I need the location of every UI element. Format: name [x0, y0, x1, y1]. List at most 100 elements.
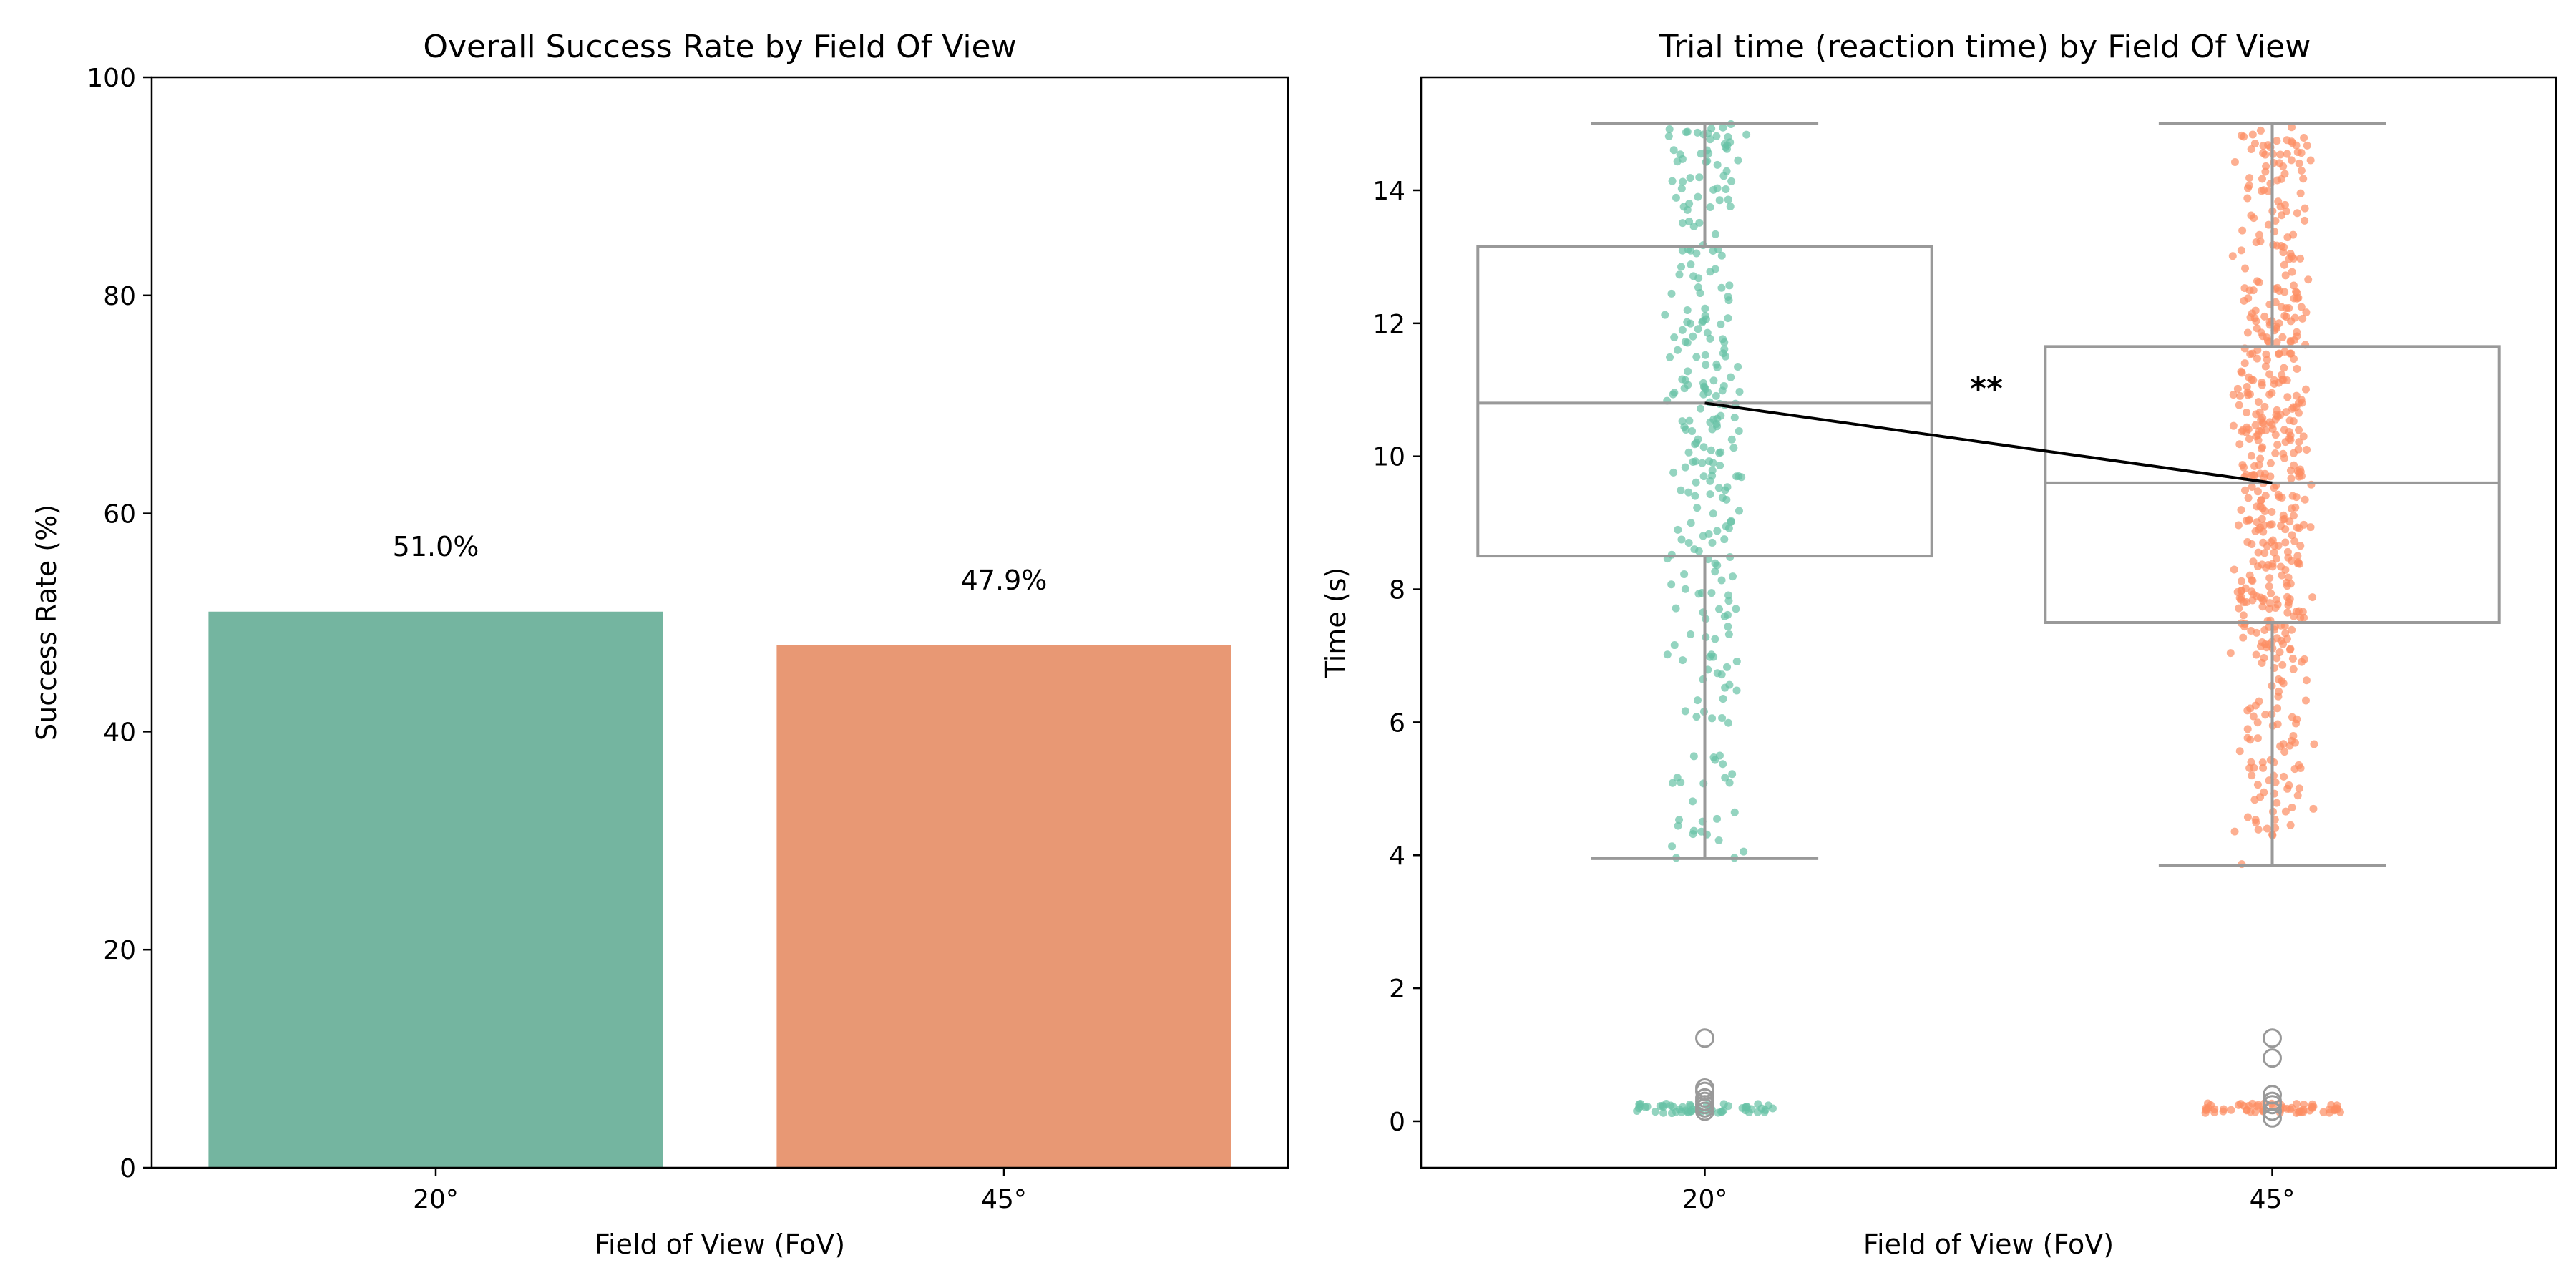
strip-point [2253, 718, 2262, 727]
strip-point [1719, 123, 1727, 132]
strip-point [2255, 426, 2264, 435]
strip-point [1689, 752, 1698, 761]
strip-point [2299, 175, 2308, 183]
strip-point [2293, 791, 2302, 800]
strip-point [1723, 483, 1732, 492]
box-plot-y-ticks: 0 2 4 6 8 10 12 14 [1372, 177, 1421, 1137]
strip-point [1678, 326, 1687, 334]
strip-point [1711, 265, 1719, 273]
strip-point [2283, 608, 2292, 617]
strip-point [1673, 774, 1682, 782]
strip-point [1730, 414, 1739, 422]
strip-point [2280, 772, 2288, 781]
strip-point [2263, 824, 2271, 833]
strip-point [2297, 395, 2306, 404]
strip-point [2261, 150, 2270, 159]
strip-point [2243, 388, 2252, 396]
strip-point [2310, 740, 2318, 748]
strip-point [2235, 401, 2243, 409]
strip-point [2254, 436, 2263, 444]
strip-point [2265, 370, 2274, 379]
strip-point [1694, 435, 1702, 444]
strip-point [2275, 159, 2284, 167]
strip-point [1687, 260, 1695, 269]
strip-point [2275, 648, 2284, 656]
strip-point [2261, 362, 2270, 371]
strip-point [2295, 438, 2303, 447]
strip-point [1711, 567, 1719, 576]
strip-point [2263, 333, 2271, 342]
strip-point [1699, 379, 1708, 387]
strip-point [2254, 398, 2263, 406]
strip-point [1679, 656, 1687, 665]
strip-point [2280, 260, 2288, 269]
strip-point [2243, 328, 2252, 337]
strip-point [1666, 353, 1674, 361]
strip-point [1729, 572, 1737, 581]
strip-point [2271, 431, 2280, 439]
strip-point [1707, 650, 1716, 659]
strip-point [1717, 251, 1726, 260]
strip-point [1706, 203, 1714, 212]
strip-point [1673, 157, 1682, 166]
strip-point [2237, 506, 2245, 514]
strip-point [2275, 687, 2283, 696]
strip-point [2296, 764, 2305, 773]
strip-point [1727, 435, 1736, 444]
strip-point [2283, 150, 2291, 158]
strip-point [2248, 483, 2256, 492]
strip-point [2246, 350, 2255, 358]
strip-point [1705, 457, 1714, 466]
strip-point [1706, 334, 1714, 343]
strip-point [2286, 1105, 2295, 1113]
bar-chart-x-axis-label: Field of View (FoV) [595, 1229, 845, 1260]
strip-point [1711, 230, 1719, 238]
strip-point [1725, 779, 1734, 787]
strip-point [2243, 733, 2252, 742]
strip-point [2246, 313, 2255, 322]
strip-point [1681, 463, 1689, 472]
strip-point [1673, 346, 1682, 354]
strip-point [2271, 298, 2280, 306]
strip-point [1719, 695, 1727, 703]
strip-point [2277, 242, 2285, 250]
strip-point [2306, 156, 2315, 165]
strip-point [1680, 570, 1689, 578]
strip-point [1734, 363, 1742, 371]
strip-point [2330, 1106, 2338, 1115]
strip-point [2250, 462, 2259, 470]
strip-point [2239, 611, 2248, 620]
strip-point [2288, 492, 2297, 500]
x-tick-label: 20° [1682, 1185, 1728, 1214]
y-tick-label: 0 [119, 1154, 136, 1184]
strip-point [2295, 426, 2303, 434]
strip-point [2249, 286, 2258, 295]
strip-point [2243, 725, 2252, 733]
strip-point [2262, 426, 2270, 434]
strip-point [1693, 128, 1702, 137]
strip-point [1718, 1108, 1727, 1116]
strip-point [2238, 131, 2246, 140]
strip-point [1720, 535, 1729, 544]
strip-point [1691, 492, 1699, 500]
strip-point [1668, 842, 1677, 851]
strip-point [2287, 156, 2296, 165]
strip-point [2254, 825, 2263, 834]
strip-point [1694, 274, 1703, 283]
strip-point [2247, 376, 2255, 384]
strip-point [2287, 474, 2296, 483]
strip-point [2300, 1101, 2308, 1109]
strip-point [2278, 660, 2287, 669]
strip-point [1704, 530, 1713, 538]
strip-point [2282, 304, 2290, 313]
strip-point [2288, 268, 2296, 276]
strip-point [2283, 233, 2292, 242]
strip-point [2241, 264, 2250, 273]
strip-point [1683, 306, 1692, 314]
bar [776, 645, 1231, 1168]
bar-chart-y-axis-label: Success Rate (%) [31, 504, 62, 741]
strip-point [2233, 384, 2242, 393]
strip-point [2210, 1108, 2219, 1116]
strip-point [1712, 391, 1720, 400]
